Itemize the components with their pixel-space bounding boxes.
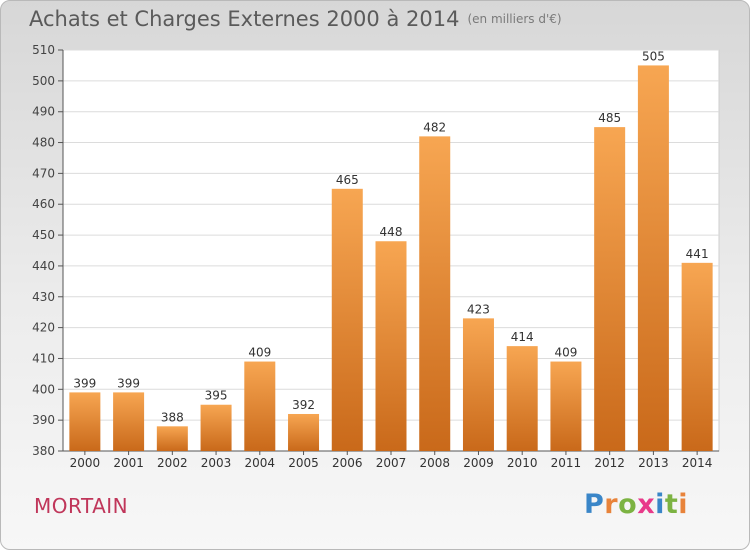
bar-value-label: 388: [161, 410, 184, 424]
x-tick-label: 2005: [288, 456, 319, 470]
bar: [375, 241, 407, 451]
y-tick-label: 380: [32, 444, 55, 458]
x-tick-label: 2001: [113, 456, 144, 470]
bar-value-label: 395: [205, 389, 228, 403]
y-tick-label: 410: [32, 351, 55, 365]
y-tick-label: 470: [32, 166, 55, 180]
bar-value-label: 505: [642, 49, 665, 63]
y-tick-label: 390: [32, 413, 55, 427]
bar-value-label: 414: [511, 330, 534, 344]
bar: [331, 188, 363, 452]
bar-value-label: 423: [467, 302, 490, 316]
bar: [637, 65, 669, 451]
x-tick-label: 2002: [157, 456, 188, 470]
y-tick-label: 420: [32, 321, 55, 335]
y-tick-label: 490: [32, 105, 55, 119]
x-tick-label: 2006: [332, 456, 363, 470]
logo-letter: P: [584, 489, 605, 520]
bar: [506, 346, 538, 451]
bar-value-label: 409: [554, 346, 577, 360]
x-tick-label: 2000: [70, 456, 101, 470]
bar-value-label: 399: [73, 376, 96, 390]
bar-value-label: 465: [336, 173, 359, 187]
bar: [594, 127, 626, 451]
y-tick-label: 510: [32, 43, 55, 57]
bar: [156, 426, 188, 451]
chart-title-text: Achats et Charges Externes 2000 à 2014: [29, 7, 460, 31]
bar-value-label: 392: [292, 398, 315, 412]
bar: [550, 361, 582, 451]
x-tick-label: 2008: [419, 456, 450, 470]
logo-letter: t: [664, 489, 679, 520]
y-tick-label: 440: [32, 259, 55, 273]
logo-letter: i: [655, 489, 665, 520]
x-tick-label: 2007: [376, 456, 407, 470]
y-tick-label: 430: [32, 290, 55, 304]
chart-unit: (en milliers d'€): [467, 12, 562, 26]
x-tick-label: 2010: [507, 456, 538, 470]
logo-letter: o: [618, 489, 638, 520]
bar: [200, 404, 232, 451]
y-tick-label: 460: [32, 197, 55, 211]
bar-value-label: 399: [117, 376, 140, 390]
bar: [69, 392, 101, 451]
bar: [681, 262, 713, 451]
bar: [419, 136, 451, 451]
bar: [244, 361, 276, 451]
x-tick-label: 2013: [638, 456, 669, 470]
x-tick-label: 2003: [201, 456, 232, 470]
commune-name: MORTAIN: [34, 494, 129, 518]
y-tick-label: 500: [32, 74, 55, 88]
bar: [288, 413, 320, 451]
x-tick-label: 2012: [594, 456, 625, 470]
bar-value-label: 485: [598, 111, 621, 125]
x-tick-label: 2009: [463, 456, 494, 470]
x-tick-label: 2004: [245, 456, 276, 470]
x-tick-label: 2014: [682, 456, 713, 470]
y-tick-label: 480: [32, 136, 55, 150]
y-tick-label: 400: [32, 382, 55, 396]
chart-title: Achats et Charges Externes 2000 à 2014 (e…: [29, 7, 562, 31]
plot-area: 380 390 400 410 420 430 440 450 460 470 480 490 500 5…: [32, 43, 720, 470]
bar-value-label: 409: [248, 346, 271, 360]
logo-letter: x: [637, 489, 656, 520]
bar: [462, 318, 494, 451]
y-tick-label: 450: [32, 228, 55, 242]
bar-value-label: 441: [686, 247, 709, 261]
x-tick-label: 2011: [551, 456, 582, 470]
proxiti-logo[interactable]: Proxiti: [584, 489, 688, 520]
bar-value-label: 482: [423, 120, 446, 134]
logo-letter: r: [604, 489, 619, 520]
bar: [113, 392, 145, 451]
bar-value-label: 448: [380, 225, 403, 239]
logo-letter: i: [678, 489, 689, 520]
